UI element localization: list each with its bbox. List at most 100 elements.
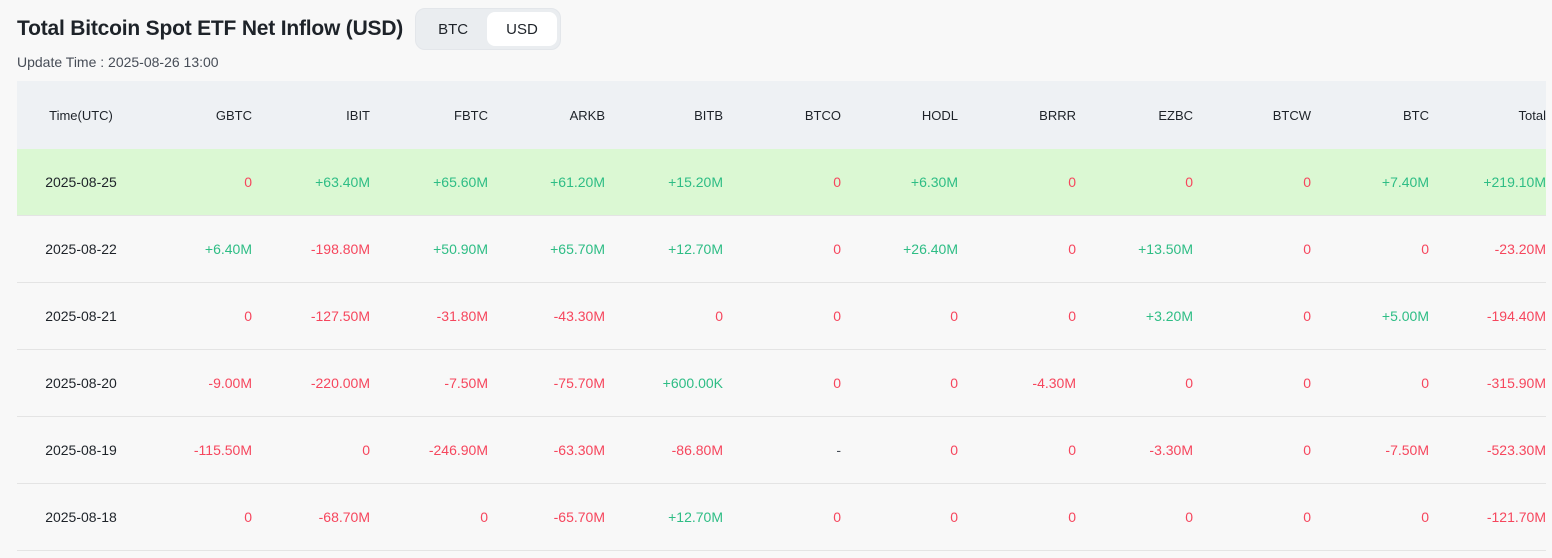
cell-btco: 0 bbox=[833, 241, 841, 257]
cell-ezbc: 0 bbox=[1185, 174, 1193, 190]
cell-ibit: -127.50M bbox=[310, 308, 370, 324]
cell-ezbc: 0 bbox=[1185, 509, 1193, 525]
cell-hodl: 0 bbox=[950, 442, 958, 458]
cell-brrr: 0 bbox=[1068, 308, 1076, 324]
update-time: Update Time : 2025-08-26 13:00 bbox=[17, 54, 219, 70]
cell-btco: 0 bbox=[833, 375, 841, 391]
cell-ibit: -198.80M bbox=[310, 241, 370, 257]
cell-btco: 0 bbox=[833, 308, 841, 324]
cell-time: 2025-08-19 bbox=[45, 442, 117, 458]
page-header: Total Bitcoin Spot ETF Net Inflow (USD) … bbox=[17, 8, 561, 50]
cell-btcw: 0 bbox=[1303, 375, 1311, 391]
column-header-time[interactable]: Time(UTC) bbox=[49, 107, 113, 123]
cell-btc: 0 bbox=[1421, 241, 1429, 257]
cell-gbtc: 0 bbox=[244, 509, 252, 525]
cell-hodl: 0 bbox=[950, 375, 958, 391]
cell-arkb: +61.20M bbox=[550, 174, 605, 190]
cell-bitb: +12.70M bbox=[668, 509, 723, 525]
toggle-usd-button[interactable]: USD bbox=[487, 12, 557, 46]
table-row: 2025-08-25 0 +63.40M +65.60M +61.20M +15.20M 0… bbox=[17, 149, 1546, 216]
cell-gbtc: -115.50M bbox=[193, 442, 252, 458]
table-row: 2025-08-22 +6.40M -198.80M +50.90M +65.70M +1… bbox=[17, 216, 1546, 283]
cell-total: -121.70M bbox=[1486, 509, 1546, 525]
etf-flow-table: Time(UTC) GBTC IBIT FBTC ARKB BITB BTCO … bbox=[17, 81, 1546, 551]
cell-gbtc: 0 bbox=[244, 174, 252, 190]
column-header-btco[interactable]: BTCO bbox=[804, 107, 841, 123]
table-header-row: Time(UTC) GBTC IBIT FBTC ARKB BITB BTCO … bbox=[17, 81, 1546, 149]
cell-ezbc: -3.30M bbox=[1149, 442, 1193, 458]
cell-btco: 0 bbox=[833, 174, 841, 190]
cell-fbtc: +65.60M bbox=[433, 174, 488, 190]
cell-hodl: 0 bbox=[950, 509, 958, 525]
cell-btc: 0 bbox=[1421, 375, 1429, 391]
cell-fbtc: -31.80M bbox=[436, 308, 488, 324]
cell-btcw: 0 bbox=[1303, 241, 1311, 257]
cell-btc: +5.00M bbox=[1381, 308, 1429, 324]
cell-btcw: 0 bbox=[1303, 174, 1311, 190]
cell-total: -23.20M bbox=[1494, 241, 1546, 257]
cell-fbtc: +50.90M bbox=[433, 241, 488, 257]
column-header-total[interactable]: Total bbox=[1518, 107, 1546, 123]
cell-time: 2025-08-21 bbox=[45, 308, 117, 324]
table-body: 2025-08-25 0 +63.40M +65.60M +61.20M +15.20M 0… bbox=[17, 149, 1546, 551]
cell-bitb: +15.20M bbox=[668, 174, 723, 190]
cell-btcw: 0 bbox=[1303, 442, 1311, 458]
cell-total: -315.90M bbox=[1486, 375, 1546, 391]
column-header-hodl[interactable]: HODL bbox=[921, 107, 958, 123]
cell-brrr: 0 bbox=[1068, 509, 1076, 525]
cell-bitb: -86.80M bbox=[671, 442, 723, 458]
column-header-brrr[interactable]: BRRR bbox=[1039, 107, 1076, 123]
column-header-ibit[interactable]: IBIT bbox=[346, 107, 370, 123]
cell-ibit: -68.70M bbox=[318, 509, 370, 525]
column-header-fbtc[interactable]: FBTC bbox=[454, 107, 488, 123]
cell-btcw: 0 bbox=[1303, 308, 1311, 324]
cell-arkb: -75.70M bbox=[553, 375, 605, 391]
cell-time: 2025-08-22 bbox=[45, 241, 117, 257]
cell-total: +219.10M bbox=[1483, 174, 1546, 190]
cell-brrr: -4.30M bbox=[1032, 375, 1076, 391]
cell-brrr: 0 bbox=[1068, 241, 1076, 257]
cell-fbtc: -7.50M bbox=[444, 375, 488, 391]
cell-total: -194.40M bbox=[1486, 308, 1546, 324]
cell-bitb: 0 bbox=[715, 308, 723, 324]
cell-hodl: +26.40M bbox=[903, 241, 958, 257]
table-row: 2025-08-18 0 -68.70M 0 -65.70M +12.70M 0 0 0 0 0 0 -… bbox=[17, 484, 1546, 551]
cell-gbtc: -9.00M bbox=[208, 375, 252, 391]
cell-ibit: -220.00M bbox=[310, 375, 370, 391]
cell-btco: 0 bbox=[833, 509, 841, 525]
cell-gbtc: 0 bbox=[244, 308, 252, 324]
cell-ezbc: 0 bbox=[1185, 375, 1193, 391]
cell-ezbc: +13.50M bbox=[1138, 241, 1193, 257]
cell-btc: +7.40M bbox=[1381, 174, 1429, 190]
cell-brrr: 0 bbox=[1068, 442, 1076, 458]
cell-arkb: -43.30M bbox=[553, 308, 605, 324]
cell-gbtc: +6.40M bbox=[204, 241, 252, 257]
cell-time: 2025-08-18 bbox=[45, 509, 117, 525]
table-row: 2025-08-19 -115.50M 0 -246.90M -63.30M -86.80… bbox=[17, 417, 1546, 484]
cell-btc: 0 bbox=[1421, 509, 1429, 525]
column-header-btcw[interactable]: BTCW bbox=[1272, 107, 1311, 123]
cell-arkb: -65.70M bbox=[553, 509, 605, 525]
cell-time: 2025-08-20 bbox=[45, 375, 117, 391]
cell-total: -523.30M bbox=[1486, 442, 1546, 458]
cell-fbtc: 0 bbox=[480, 509, 488, 525]
unit-toggle: BTC USD bbox=[415, 8, 561, 50]
toggle-btc-button[interactable]: BTC bbox=[438, 20, 469, 38]
cell-ezbc: +3.20M bbox=[1145, 308, 1193, 324]
cell-brrr: 0 bbox=[1068, 174, 1076, 190]
column-header-ezbc[interactable]: EZBC bbox=[1158, 107, 1193, 123]
table-row: 2025-08-20 -9.00M -220.00M -7.50M -75.70M +60… bbox=[17, 350, 1546, 417]
column-header-gbtc[interactable]: GBTC bbox=[215, 107, 252, 123]
table-row: 2025-08-21 0 -127.50M -31.80M -43.30M 0 0 0 0 +3.… bbox=[17, 283, 1546, 350]
cell-hodl: +6.30M bbox=[910, 174, 958, 190]
cell-bitb: +12.70M bbox=[668, 241, 723, 257]
cell-hodl: 0 bbox=[950, 308, 958, 324]
cell-btc: -7.50M bbox=[1385, 442, 1429, 458]
column-header-bitb[interactable]: BITB bbox=[694, 107, 723, 123]
cell-arkb: +65.70M bbox=[550, 241, 605, 257]
column-header-arkb[interactable]: ARKB bbox=[569, 107, 605, 123]
cell-fbtc: -246.90M bbox=[428, 442, 488, 458]
column-header-btc[interactable]: BTC bbox=[1403, 107, 1429, 123]
page-title: Total Bitcoin Spot ETF Net Inflow (USD) bbox=[17, 17, 404, 40]
cell-arkb: -63.30M bbox=[553, 442, 605, 458]
